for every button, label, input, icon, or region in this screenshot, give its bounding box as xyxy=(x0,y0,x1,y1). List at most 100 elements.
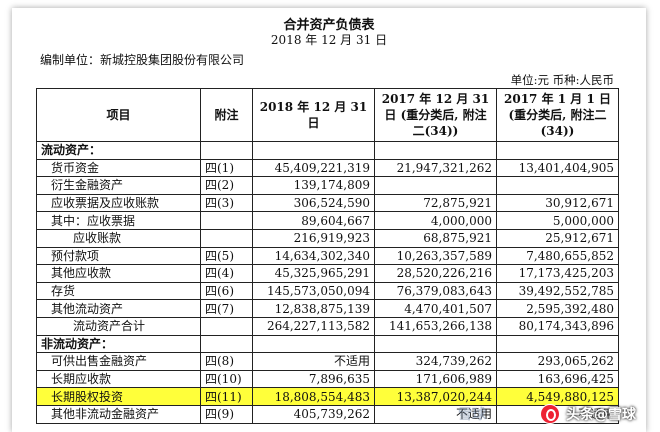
row-value-2017-12-31: 324,739,262 xyxy=(374,352,497,371)
report-date: 2018 年 12 月 31 日 xyxy=(270,33,388,47)
row-item-cell: 其他非流动金融资产 xyxy=(36,404,201,424)
row-value-2017-12-31 xyxy=(374,176,497,195)
row-value-2017-01-01: 30,912,671 xyxy=(496,193,619,213)
row-value-2017-01-01: 293,065,262 xyxy=(496,352,619,371)
row-note-cell xyxy=(200,141,253,160)
table-row: 货币资金 四(1) 45,409,221,319 21,947,321,262 13,4… xyxy=(36,158,619,178)
row-value-2017-12-31 xyxy=(374,141,497,160)
table-row: 其他非流动金融资产 四(9) 405,739,262 不适用 不适用 xyxy=(36,404,619,424)
row-value-2017-01-01 xyxy=(496,334,619,354)
row-item-cell: 流动资产： xyxy=(36,141,201,160)
table-row: 长期应收款 四(10) 7,896,635 171,606,989 163,696,42… xyxy=(36,369,619,389)
row-value-2017-12-31: 72,875,921 xyxy=(374,193,497,213)
balance-sheet-table: 项目 附注 2018 年 12 月 31 日 2017 年 12 月 31 日 … xyxy=(36,88,619,424)
row-value-2018-12-31: 12,838,875,139 xyxy=(252,299,375,318)
table-row: 可供出售金融资产 四(8) 不适用 324,739,262 293,065,262 xyxy=(36,352,619,371)
row-value-2018-12-31: 7,896,635 xyxy=(252,369,375,389)
row-value-2017-01-01 xyxy=(496,176,619,195)
row-note-cell: 四(11) xyxy=(200,387,253,406)
row-value-2017-12-31: 76,379,083,643 xyxy=(374,281,497,301)
row-value-2017-12-31: 13,387,020,244 xyxy=(374,387,497,406)
header-2017-12-31: 2017 年 12 月 31 日 (重分类后, 附注二(34)) xyxy=(374,88,497,142)
row-value-2017-01-01: 2,595,392,480 xyxy=(496,299,619,318)
row-value-2017-01-01: 5,000,000 xyxy=(496,211,619,230)
row-note-cell: 四(7) xyxy=(200,299,253,318)
row-value-2017-01-01: 7,480,655,852 xyxy=(496,246,619,266)
row-value-2018-12-31: 不适用 xyxy=(252,352,375,371)
report-title: 合并资产负债表 xyxy=(283,18,375,33)
row-note-cell: 四(6) xyxy=(200,281,253,301)
row-item-cell: 其他流动资产 xyxy=(36,299,201,318)
row-value-2017-01-01: 13,401,404,905 xyxy=(496,158,619,178)
header-note: 附注 xyxy=(200,88,253,142)
row-value-2017-12-31: 不适用 xyxy=(374,404,497,424)
table-row: 非流动资产： xyxy=(36,334,619,354)
row-value-2017-12-31: 21,947,321,262 xyxy=(374,158,497,178)
row-value-2017-01-01: 80,174,343,896 xyxy=(496,316,619,336)
row-value-2017-12-31: 68,875,921 xyxy=(374,228,497,248)
row-item-cell: 流动资产合计 xyxy=(36,316,201,336)
row-value-2018-12-31: 405,739,262 xyxy=(252,404,375,424)
table-row: 其他流动资产 四(7) 12,838,875,139 4,470,401,507 2,5… xyxy=(36,299,619,318)
row-value-2017-12-31: 4,470,401,507 xyxy=(374,299,497,318)
row-note-cell: 四(3) xyxy=(200,193,253,213)
row-value-2017-12-31 xyxy=(374,334,497,354)
row-value-2017-01-01: 163,696,425 xyxy=(496,369,619,389)
table-row: 流动资产： xyxy=(36,141,619,160)
row-value-2017-01-01: 4,549,880,125 xyxy=(496,387,619,406)
row-value-2018-12-31: 45,409,221,319 xyxy=(252,158,375,178)
row-item-cell: 其他应收款 xyxy=(36,264,201,283)
row-note-cell xyxy=(200,316,253,336)
report-page: 合并资产负债表 2018 年 12 月 31 日 编制单位：新城控股集团股份有限… xyxy=(12,8,646,432)
row-value-2017-12-31: 141,653,266,138 xyxy=(374,316,497,336)
row-note-cell: 四(5) xyxy=(200,246,253,266)
snowball-logo-icon xyxy=(540,404,560,424)
row-note-cell: 四(10) xyxy=(200,369,253,389)
watermark: 头条@雪球 xyxy=(540,404,636,424)
row-value-2017-12-31: 4,000,000 xyxy=(374,211,497,230)
table-row: 应收账款 216,919,923 68,875,921 25,912,671 xyxy=(36,228,619,248)
header-2018-12-31: 2018 年 12 月 31 日 xyxy=(252,88,375,142)
row-value-2018-12-31 xyxy=(252,141,375,160)
watermark-text: 头条@雪球 xyxy=(566,407,636,423)
row-value-2018-12-31: 145,573,050,094 xyxy=(252,281,375,301)
row-value-2018-12-31 xyxy=(252,334,375,354)
row-value-2018-12-31: 45,325,965,291 xyxy=(252,264,375,283)
row-item-cell: 其中：应收票据 xyxy=(36,211,201,230)
row-item-cell: 存货 xyxy=(36,281,201,301)
row-note-cell: 四(9) xyxy=(200,404,253,424)
row-note-cell xyxy=(200,211,253,230)
row-value-2018-12-31: 306,524,590 xyxy=(252,193,375,213)
row-note-cell: 四(8) xyxy=(200,352,253,371)
row-item-cell: 长期股权投资 xyxy=(36,387,201,406)
row-value-2018-12-31: 14,634,302,340 xyxy=(252,246,375,266)
row-value-2018-12-31: 18,808,554,483 xyxy=(252,387,375,406)
row-item-cell: 货币资金 xyxy=(36,158,201,178)
table-row: 存货 四(6) 145,573,050,094 76,379,083,643 39,49… xyxy=(36,281,619,301)
row-item-cell: 应收账款 xyxy=(36,228,201,248)
row-note-cell: 四(2) xyxy=(200,176,253,195)
table-row: 其中：应收票据 89,604,667 4,000,000 5,000,000 xyxy=(36,211,619,230)
row-item-cell: 预付款项 xyxy=(36,246,201,266)
table-row: 预付款项 四(5) 14,634,302,340 10,263,357,589 7,48… xyxy=(36,246,619,266)
table-row: 衍生金融资产 四(2) 139,174,809 xyxy=(36,176,619,195)
row-note-cell xyxy=(200,228,253,248)
row-item-cell: 非流动资产： xyxy=(36,334,201,354)
row-value-2017-12-31: 28,520,226,216 xyxy=(374,264,497,283)
row-note-cell xyxy=(200,334,253,354)
header-2017-01-01: 2017 年 1 月 1 日 (重分类后, 附注二(34)) xyxy=(496,88,619,142)
table-header-row: 项目 附注 2018 年 12 月 31 日 2017 年 12 月 31 日 … xyxy=(36,88,619,142)
row-value-2018-12-31: 264,227,113,582 xyxy=(252,316,375,336)
table-row: 长期股权投资 四(11) 18,808,554,483 13,387,020,244 4… xyxy=(36,387,619,406)
prepared-by: 编制单位：新城控股集团股份有限公司 xyxy=(40,53,245,67)
row-item-cell: 可供出售金融资产 xyxy=(36,352,201,371)
table-row: 流动资产合计 264,227,113,582 141,653,266,138 80,1… xyxy=(36,316,619,336)
table-row: 应收票据及应收账款 四(3) 306,524,590 72,875,921 30,912… xyxy=(36,193,619,213)
row-value-2018-12-31: 139,174,809 xyxy=(252,176,375,195)
header-item: 项目 xyxy=(36,88,201,142)
row-value-2018-12-31: 216,919,923 xyxy=(252,228,375,248)
currency-note: 单位:元 币种:人民币 xyxy=(510,73,614,87)
row-value-2017-01-01: 39,492,552,785 xyxy=(496,281,619,301)
row-note-cell: 四(4) xyxy=(200,264,253,283)
watermark-faint: 雪球 xyxy=(458,407,486,423)
